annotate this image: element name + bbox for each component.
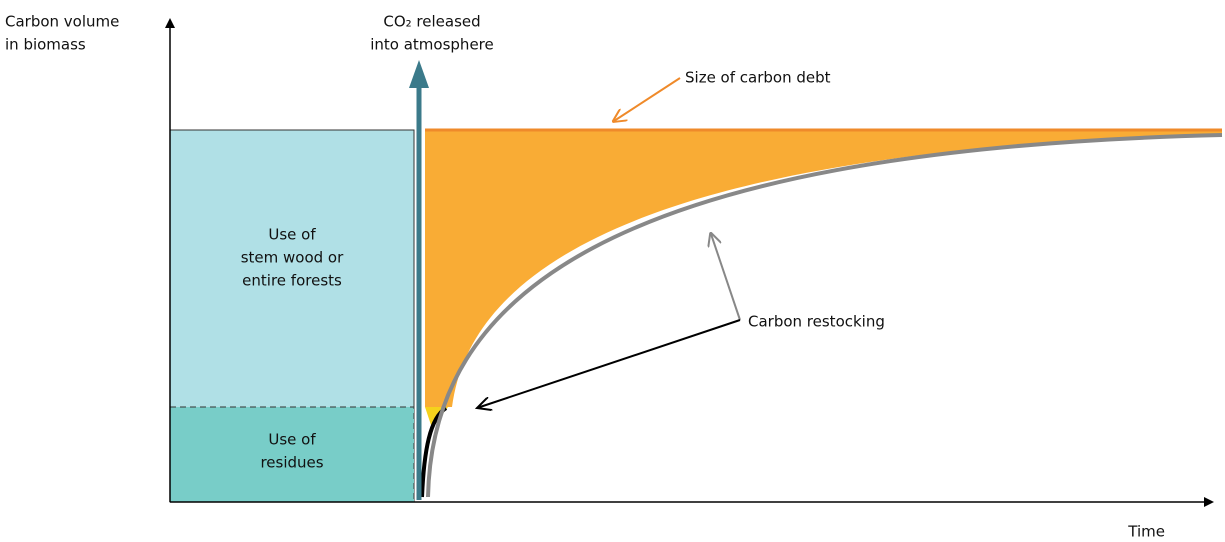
- release-arrowhead: [409, 60, 429, 88]
- carbon-debt-area: [425, 130, 1222, 407]
- release-label: CO₂ released: [383, 13, 480, 31]
- residue-box: [169, 406, 415, 503]
- release-label: into atmosphere: [370, 36, 494, 54]
- x-axis-label: Time: [1127, 523, 1165, 541]
- y-axis-label: Carbon volume: [5, 13, 119, 31]
- stem-label: Use of: [268, 226, 316, 244]
- residue-label: Use of: [268, 431, 316, 449]
- stem-label: stem wood or: [241, 249, 344, 267]
- restock-pointer: [711, 234, 741, 321]
- restocking-label: Carbon restocking: [748, 313, 885, 331]
- residue-label: residues: [260, 454, 323, 472]
- debt-label: Size of carbon debt: [685, 69, 831, 87]
- y-axis-label: in biomass: [5, 36, 86, 54]
- stem-label: entire forests: [242, 272, 342, 290]
- residue-restock-pointer: [477, 319, 741, 408]
- debt-pointer: [614, 77, 681, 121]
- restock-curve: [426, 133, 1223, 498]
